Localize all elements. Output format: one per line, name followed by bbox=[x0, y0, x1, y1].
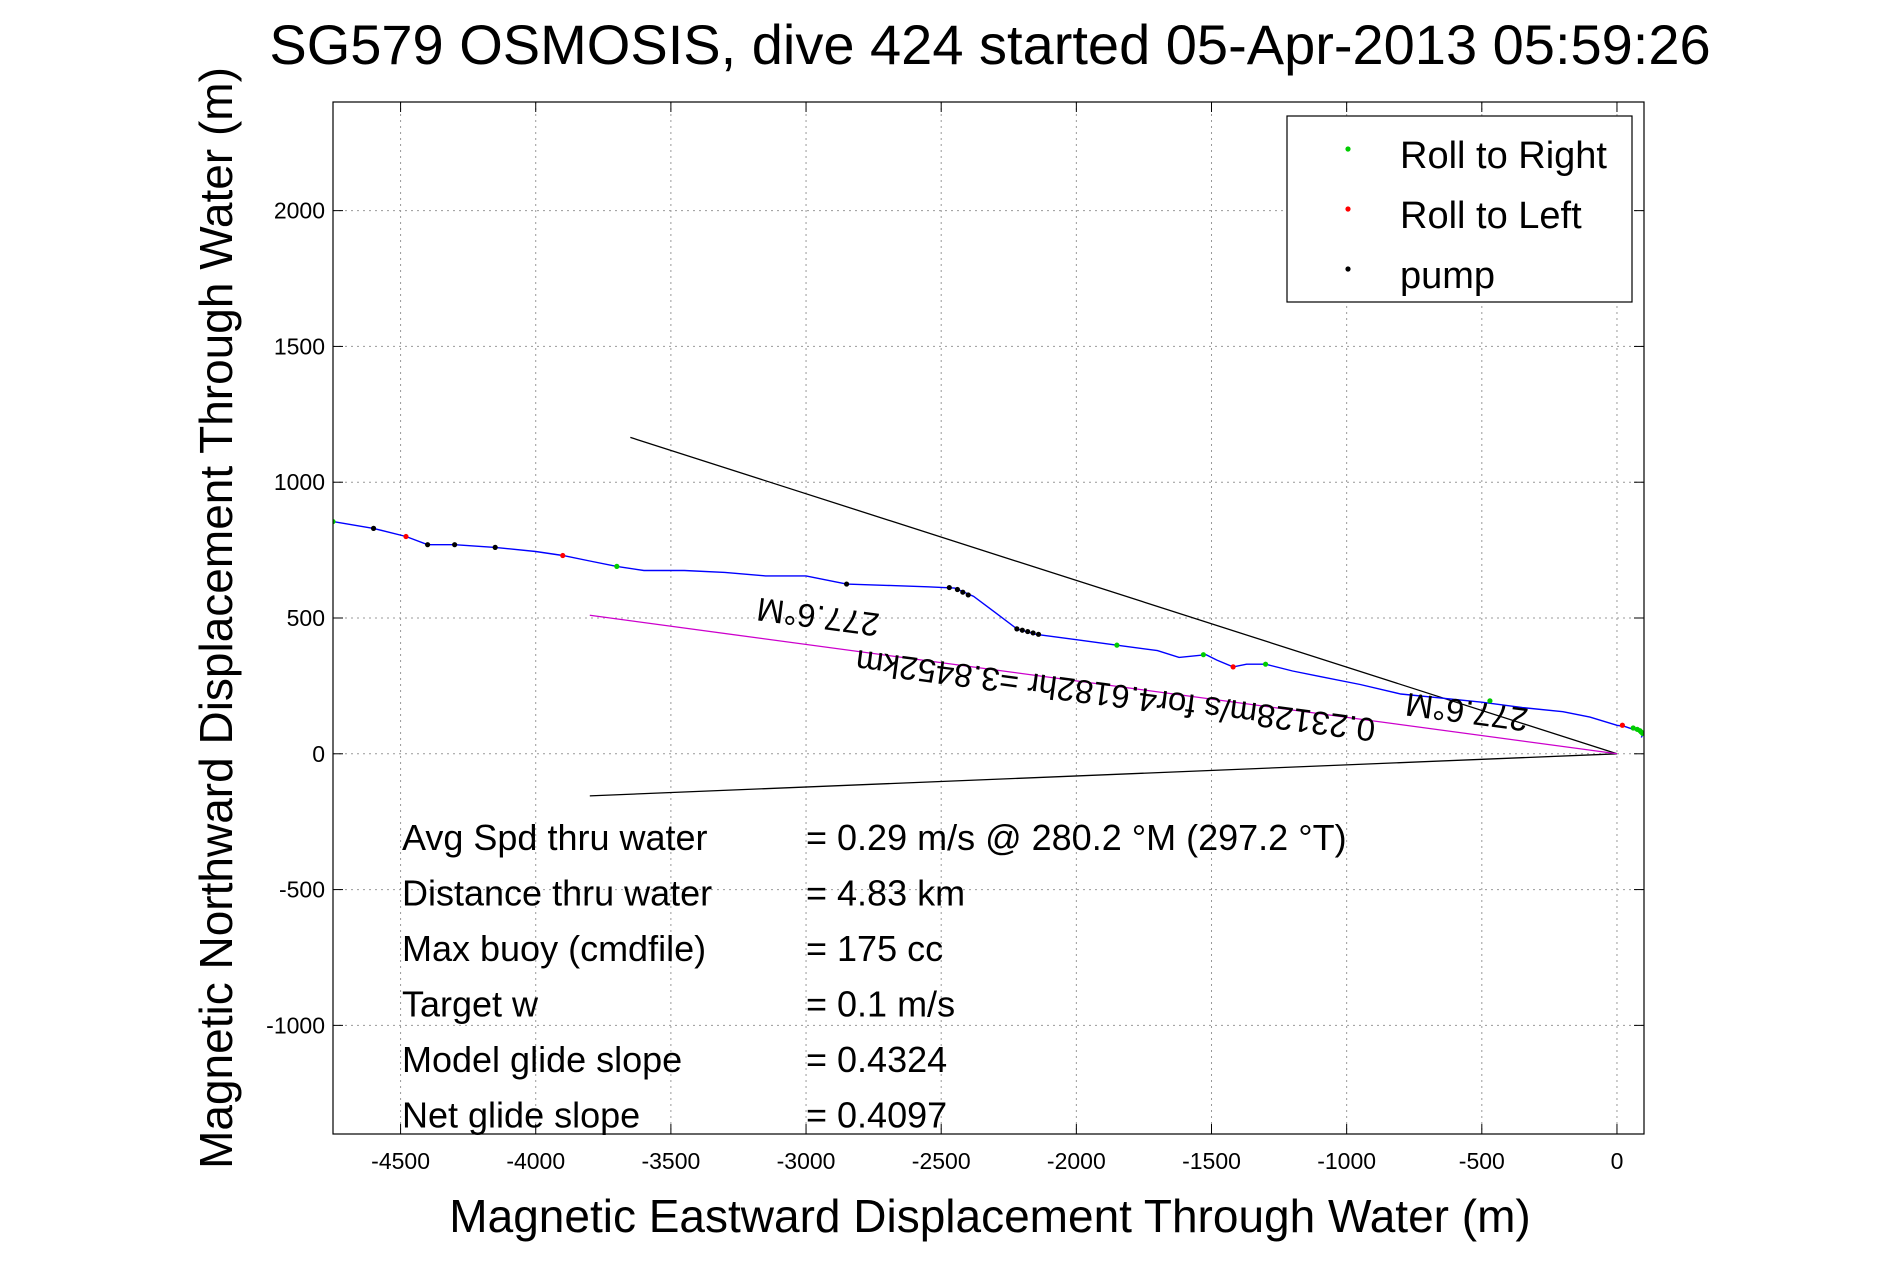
x-tick-label: -4500 bbox=[371, 1148, 430, 1174]
pump-marker bbox=[965, 592, 971, 598]
pump-marker bbox=[1035, 631, 1042, 637]
y-tick-label: 1000 bbox=[274, 469, 325, 495]
pump-marker bbox=[843, 581, 850, 587]
x-axis-label: Magnetic Eastward Displacement Through W… bbox=[449, 1190, 1530, 1242]
x-tick-label: -500 bbox=[1459, 1148, 1505, 1174]
x-tick-label: -1000 bbox=[1317, 1148, 1376, 1174]
pump-marker bbox=[370, 525, 377, 531]
legend-marker bbox=[1345, 266, 1351, 272]
pump-marker bbox=[960, 589, 966, 595]
x-tick-label: 0 bbox=[1611, 1148, 1624, 1174]
x-tick-label: -2000 bbox=[1047, 1148, 1106, 1174]
y-tick-label: 2000 bbox=[274, 198, 325, 224]
pump-marker bbox=[492, 544, 498, 550]
stat-label: Distance thru water bbox=[402, 873, 712, 914]
x-tick-label: -3000 bbox=[777, 1148, 836, 1174]
x-tick-label: -2500 bbox=[912, 1148, 971, 1174]
heading-line bbox=[630, 436, 1618, 755]
legend-box bbox=[1286, 115, 1633, 303]
x-tick-label: -3500 bbox=[641, 1148, 700, 1174]
stat-label: Model glide slope bbox=[402, 1039, 682, 1080]
pump-marker bbox=[954, 586, 961, 593]
roll-right-marker bbox=[333, 518, 336, 525]
y-tick-label: -500 bbox=[279, 877, 325, 903]
dive-track bbox=[333, 520, 1644, 738]
x-axis-ticks: -4500 -4000 -3500 -3000 -2500 -2000 -1500 -1000… bbox=[371, 102, 1623, 1174]
dive-stats: Avg Spd thru water = 0.29 m/s @ 280.2 °M … bbox=[402, 817, 1347, 1136]
pump-marker bbox=[1030, 630, 1036, 636]
stat-value: = 0.4324 bbox=[806, 1039, 947, 1080]
heading-line bbox=[589, 753, 1617, 797]
stat-value: = 175 cc bbox=[806, 928, 943, 969]
stat-label: Target w bbox=[402, 984, 539, 1025]
legend-marker bbox=[1345, 206, 1351, 212]
y-axis-ticks: -1000 -500 0 500 1000 1500 2000 bbox=[266, 198, 1644, 1038]
pump-marker bbox=[1014, 626, 1020, 632]
legend-marker bbox=[1345, 146, 1351, 152]
chart-title: SG579 OSMOSIS, dive 424 started 05-Apr-2… bbox=[269, 13, 1710, 76]
pump-marker bbox=[1019, 627, 1025, 633]
roll-right-marker bbox=[1640, 730, 1644, 737]
legend-label: Roll to Right bbox=[1400, 135, 1607, 177]
pump-marker bbox=[425, 542, 431, 548]
y-tick-label: -1000 bbox=[266, 1012, 325, 1038]
stat-value: = 0.29 m/s @ 280.2 °M (297.2 °T) bbox=[806, 817, 1347, 858]
track-line bbox=[333, 520, 1644, 738]
event-markers bbox=[333, 518, 1644, 737]
heading-lines bbox=[589, 436, 1618, 797]
roll-right-marker bbox=[1630, 725, 1636, 731]
y-tick-label: 500 bbox=[287, 605, 325, 631]
y-tick-label: 1500 bbox=[274, 333, 325, 359]
roll-right-marker bbox=[614, 563, 620, 570]
legend-label: pump bbox=[1400, 255, 1495, 297]
legend: Roll to Right Roll to Left pump bbox=[1286, 115, 1633, 303]
roll-left-marker bbox=[1230, 664, 1236, 670]
stat-value: = 0.4097 bbox=[806, 1095, 947, 1136]
pump-marker bbox=[1025, 628, 1031, 635]
roll-left-marker bbox=[1619, 722, 1625, 728]
roll-right-marker bbox=[1200, 652, 1206, 658]
roll-right-marker bbox=[1487, 698, 1493, 704]
plot-frame bbox=[332, 101, 1645, 1135]
stat-value: = 4.83 km bbox=[806, 873, 965, 914]
x-tick-label: -1500 bbox=[1182, 1148, 1241, 1174]
y-axis-label: Magnetic Northward Displacement Through … bbox=[190, 67, 242, 1169]
roll-left-marker bbox=[403, 533, 409, 540]
y-tick-label: 0 bbox=[312, 741, 325, 767]
roll-right-marker bbox=[1262, 661, 1269, 667]
heading-line bbox=[589, 614, 1618, 755]
stat-value: = 0.1 m/s bbox=[806, 984, 955, 1025]
roll-left-marker bbox=[560, 552, 566, 559]
stat-label: Avg Spd thru water bbox=[402, 817, 708, 858]
stat-label: Max buoy (cmdfile) bbox=[402, 928, 706, 969]
stat-label: Net glide slope bbox=[402, 1095, 640, 1136]
pump-marker bbox=[946, 584, 952, 591]
roll-right-marker bbox=[1114, 642, 1120, 648]
legend-label: Roll to Left bbox=[1400, 195, 1582, 237]
x-tick-label: -4000 bbox=[506, 1148, 565, 1174]
grid-lines bbox=[333, 102, 1644, 1134]
pump-marker bbox=[452, 542, 458, 548]
